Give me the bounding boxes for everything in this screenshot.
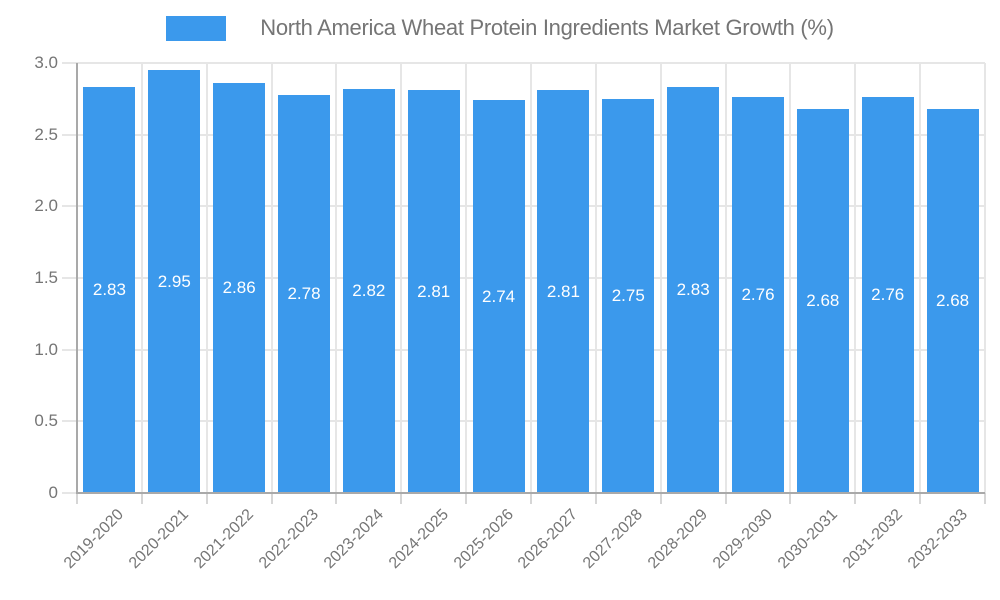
chart-legend: North America Wheat Protein Ingredients … xyxy=(0,12,1000,44)
x-gridline xyxy=(465,63,468,493)
y-axis-tick-label: 3.0 xyxy=(34,53,58,72)
x-gridline xyxy=(919,63,922,493)
x-axis-tick xyxy=(400,493,403,504)
x-axis-tick xyxy=(205,493,208,504)
x-gridline xyxy=(594,63,597,493)
bar-2031-2032[interactable]: 2.76 xyxy=(861,97,914,493)
x-gridline xyxy=(270,63,273,493)
x-axis-tick xyxy=(594,493,597,504)
x-axis-tick xyxy=(724,493,727,504)
bar-2027-2028[interactable]: 2.75 xyxy=(602,98,655,493)
x-axis-tick xyxy=(76,493,78,504)
x-axis-line xyxy=(76,492,985,494)
bar-2023-2024[interactable]: 2.82 xyxy=(342,88,395,493)
bar-2024-2025[interactable]: 2.81 xyxy=(407,90,460,493)
x-gridline xyxy=(854,63,857,493)
bar-value-label: 2.68 xyxy=(936,290,970,310)
bar-value-label: 2.83 xyxy=(676,280,710,300)
y-axis-tick-label: 1.0 xyxy=(34,339,58,359)
x-gridline xyxy=(789,63,792,493)
bar-2020-2021[interactable]: 2.95 xyxy=(148,70,201,493)
x-gridline xyxy=(400,63,403,493)
bar-2025-2026[interactable]: 2.74 xyxy=(472,100,525,493)
bar-2021-2022[interactable]: 2.86 xyxy=(213,83,266,493)
bar-value-label: 2.75 xyxy=(611,285,645,305)
bar-value-label: 2.81 xyxy=(417,281,451,301)
bar-2019-2020[interactable]: 2.83 xyxy=(83,87,136,493)
bar-value-label: 2.68 xyxy=(806,290,840,310)
x-axis-tick xyxy=(854,493,857,504)
bar-2029-2030[interactable]: 2.76 xyxy=(732,97,784,493)
x-gridline xyxy=(205,63,208,493)
legend-swatch-icon xyxy=(166,15,227,41)
y-axis-tick-label: 2.0 xyxy=(34,196,58,216)
bar-value-label: 2.74 xyxy=(482,286,516,306)
x-axis-tick xyxy=(140,493,143,504)
y-axis-line xyxy=(76,63,78,493)
x-axis-tick xyxy=(789,493,792,504)
legend-label: North America Wheat Protein Ingredients … xyxy=(260,15,834,40)
x-axis-tick xyxy=(530,493,532,504)
bar-value-label: 2.76 xyxy=(741,285,775,305)
bar-2028-2029[interactable]: 2.83 xyxy=(667,87,720,493)
y-axis-tick-label: 0 xyxy=(48,483,58,502)
bar-2026-2027[interactable]: 2.81 xyxy=(537,90,590,493)
y-gridline xyxy=(62,62,985,64)
x-gridline xyxy=(140,63,143,493)
bar-value-label: 2.83 xyxy=(92,280,126,300)
bar-value-label: 2.76 xyxy=(871,285,905,305)
bar-2022-2023[interactable]: 2.78 xyxy=(278,94,330,493)
x-axis-tick xyxy=(465,493,468,504)
bar-2030-2031[interactable]: 2.68 xyxy=(796,108,849,493)
x-axis-tick xyxy=(270,493,273,504)
y-axis-tick-label: 1.5 xyxy=(34,268,58,287)
y-axis-tick-label: 0.5 xyxy=(34,411,58,431)
y-axis-tick-label: 2.5 xyxy=(34,124,58,144)
x-axis-tick xyxy=(984,493,986,504)
x-gridline xyxy=(724,63,727,493)
bar-value-label: 2.95 xyxy=(157,271,191,291)
x-gridline xyxy=(335,63,338,493)
bar-value-label: 2.81 xyxy=(546,281,580,301)
x-axis-tick xyxy=(659,493,662,504)
x-gridline xyxy=(659,63,662,493)
bar-2032-2033[interactable]: 2.68 xyxy=(926,108,979,493)
x-axis-tick xyxy=(919,493,922,504)
x-axis-tick xyxy=(335,493,338,504)
x-gridline xyxy=(984,63,986,493)
bar-value-label: 2.82 xyxy=(352,280,386,300)
x-gridline xyxy=(530,63,532,493)
plot-area: 2.83 2.95 2.86 2.78 2.82 2.81 2.74 2.81 2.75 2.83… xyxy=(62,62,986,494)
bar-value-label: 2.78 xyxy=(287,283,321,303)
bar-value-label: 2.86 xyxy=(222,278,256,298)
